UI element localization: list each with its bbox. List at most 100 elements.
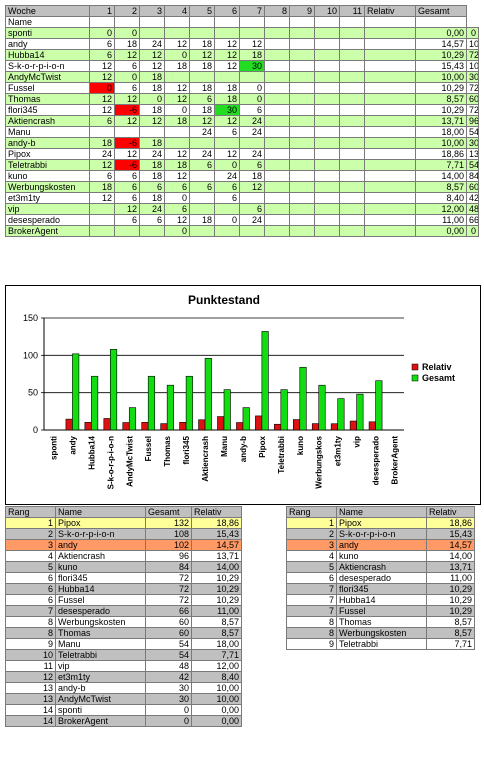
- bar-gesamt: [337, 398, 345, 431]
- week-score: [339, 225, 365, 237]
- week-score: [289, 82, 315, 94]
- relativ-score: 10,00: [415, 71, 467, 83]
- week-score: [364, 192, 416, 204]
- y-tick-label: 50: [28, 388, 38, 398]
- week-score: [214, 27, 240, 39]
- relativ-score: 18,86: [415, 148, 467, 160]
- week-score: 18: [164, 115, 190, 127]
- week-score: [364, 93, 416, 105]
- rank-gesamt: 0: [145, 715, 192, 727]
- relativ-score: 10,00: [415, 137, 467, 149]
- rank-rang: 1: [286, 517, 337, 529]
- rank-row: 2 S-k-o-r-p-i-o-n 108 15,43: [5, 528, 242, 540]
- week-score: [139, 225, 165, 237]
- week-score: 12: [114, 115, 140, 127]
- week-score: [364, 126, 416, 138]
- rank-gesamt: 132: [145, 517, 192, 529]
- rank-rang: 13: [5, 693, 56, 705]
- gesamt-score: 72: [466, 49, 479, 61]
- week-score: [164, 27, 190, 39]
- week-score: [264, 60, 290, 72]
- week-score: [364, 49, 416, 61]
- x-tick-label: Fussel: [144, 436, 153, 461]
- week-score: [189, 225, 215, 237]
- week-score: 24: [139, 38, 165, 50]
- week-score: [189, 27, 215, 39]
- player-name: andy-b: [5, 137, 90, 149]
- week-score: 6: [214, 126, 240, 138]
- bar-relativ: [349, 420, 357, 431]
- week-score: [314, 38, 340, 50]
- week-score: [214, 225, 240, 237]
- subheader-row: Name: [5, 16, 479, 28]
- week-score: [239, 192, 265, 204]
- week-score: [164, 126, 190, 138]
- week-score: [314, 49, 340, 61]
- week-score: 6: [239, 104, 265, 116]
- week-score: [289, 27, 315, 39]
- relativ-score: 18,00: [415, 126, 467, 138]
- week-score: [264, 115, 290, 127]
- rank-name: flori345: [336, 583, 427, 595]
- rank-name: Pipox: [336, 517, 427, 529]
- week-score: [314, 181, 340, 193]
- week-score: 12: [114, 148, 140, 160]
- rank-rang: 9: [286, 638, 337, 650]
- player-name: Manu: [5, 126, 90, 138]
- week-score: 18: [139, 170, 165, 182]
- x-tick-label: et3m1ty: [334, 435, 343, 466]
- x-tick-label: andy-b: [239, 436, 248, 462]
- player-row: Werbungskosten 18 6 6 6 6 6 12 8,57 60: [5, 181, 479, 193]
- week-score: 6: [89, 170, 115, 182]
- rank-row: 8 Werbungskosten 60 8,57: [5, 616, 242, 628]
- header-week-3: 3: [139, 5, 165, 17]
- bar-relativ: [103, 418, 111, 431]
- rank-row: 9 Teletrabbi 7,71: [286, 638, 475, 650]
- rank-name: Thomas: [336, 616, 427, 628]
- week-score: 24: [189, 148, 215, 160]
- rank-row: 7 Hubba14 10,29: [286, 594, 475, 606]
- rank-row: 10 Teletrabbi 54 7,71: [5, 649, 242, 661]
- week-score: [289, 225, 315, 237]
- week-score: [289, 148, 315, 160]
- week-score: [189, 203, 215, 215]
- week-score: 18: [139, 192, 165, 204]
- rank-relativ: 10,29: [426, 605, 475, 617]
- player-row: kuno 6 6 18 12 24 18 14,00 84: [5, 170, 479, 182]
- player-row: Hubba14 6 12 12 0 12 12 18 10,29 72: [5, 49, 479, 61]
- header-woche: Woche: [5, 5, 90, 17]
- rank-gesamt: 60: [145, 616, 192, 628]
- rank-header-name: Name: [336, 506, 427, 518]
- week-score: 12: [139, 115, 165, 127]
- gesamt-score: 54: [466, 159, 479, 171]
- week-score: 24: [239, 214, 265, 226]
- week-score: [264, 203, 290, 215]
- rank-row: 14 BrokerAgent 0 0,00: [5, 715, 242, 727]
- rank-name: Manu: [55, 638, 146, 650]
- relativ-score: 8,57: [415, 93, 467, 105]
- bar-relativ: [179, 422, 187, 431]
- week-score: 12: [114, 49, 140, 61]
- header-week-7: 7: [239, 5, 265, 17]
- week-score: 24: [139, 203, 165, 215]
- player-name: flori345: [5, 104, 90, 116]
- rank-relativ: 11,00: [426, 572, 475, 584]
- week-score: 12: [214, 115, 240, 127]
- week-score: [264, 27, 290, 39]
- week-score: [364, 104, 416, 116]
- week-score: [264, 93, 290, 105]
- gesamt-score: 108: [466, 60, 479, 72]
- week-score: 0: [89, 27, 115, 39]
- subheader-blank: [364, 16, 416, 28]
- week-score: 12: [239, 181, 265, 193]
- rank-name: et3m1ty: [55, 671, 146, 683]
- week-score: [289, 214, 315, 226]
- week-score: [289, 126, 315, 138]
- rank-name: andy: [55, 539, 146, 551]
- header-week-8: 8: [264, 5, 290, 17]
- week-score: [289, 38, 315, 50]
- gesamt-score: 102: [466, 38, 479, 50]
- header-row: Woche 1 2 3 4 5 6 7 8 9 10 11 Relativ Gesamt: [5, 5, 479, 17]
- week-score: [314, 225, 340, 237]
- week-score: 0: [114, 27, 140, 39]
